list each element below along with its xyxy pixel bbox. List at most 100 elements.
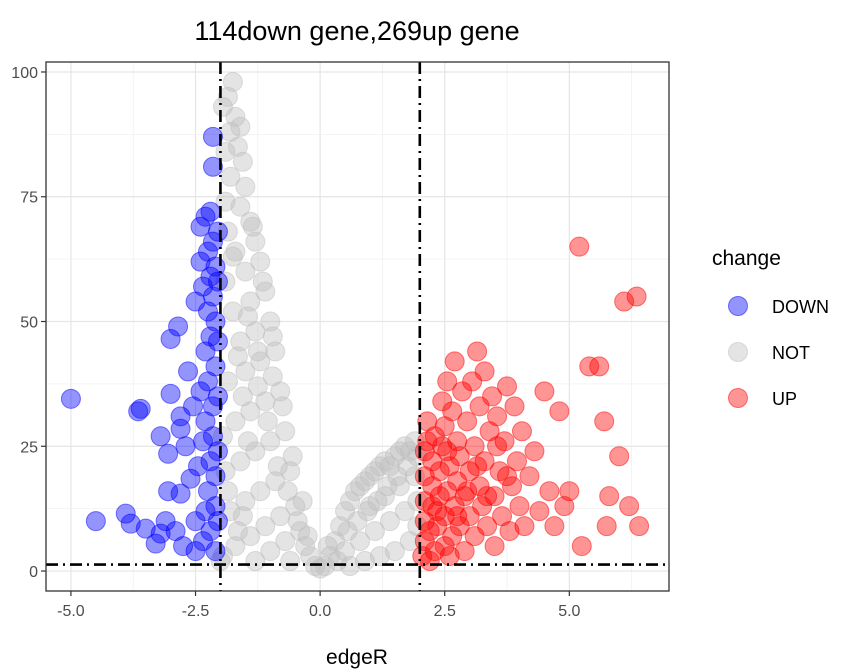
point-up	[497, 466, 518, 487]
x-tick-label: 5.0	[558, 603, 580, 620]
point-not	[240, 526, 261, 547]
point-not	[282, 446, 303, 467]
point-not	[255, 516, 276, 537]
point-not	[315, 556, 336, 577]
point-not	[247, 376, 268, 397]
y-tick-label: 75	[20, 190, 38, 207]
point-not	[232, 506, 253, 527]
point-not	[384, 541, 405, 562]
point-down	[200, 521, 221, 542]
point-down	[158, 481, 179, 502]
point-up	[424, 541, 445, 562]
point-down	[178, 361, 199, 382]
point-down	[160, 328, 181, 349]
point-up	[511, 421, 532, 442]
point-up	[457, 481, 478, 502]
point-down	[207, 221, 228, 242]
plot-panel-border	[45, 61, 670, 592]
point-not	[260, 431, 281, 452]
plot-panel-background	[46, 62, 669, 591]
point-up	[454, 541, 475, 562]
point-up	[502, 476, 523, 497]
point-not	[262, 366, 283, 387]
point-down	[200, 201, 221, 222]
point-up	[467, 341, 488, 362]
point-down	[85, 511, 106, 532]
point-not	[222, 246, 243, 267]
x-axis-title: edgeR	[326, 646, 388, 669]
point-down	[207, 331, 228, 352]
point-down	[202, 426, 223, 447]
point-up	[497, 376, 518, 397]
point-up	[589, 356, 610, 377]
point-up	[484, 536, 505, 557]
point-down	[185, 541, 206, 562]
point-not	[272, 396, 293, 417]
point-down	[160, 383, 181, 404]
point-down	[150, 523, 171, 544]
point-not	[260, 311, 281, 332]
point-down	[190, 251, 211, 272]
point-down	[202, 231, 223, 252]
point-down	[158, 443, 179, 464]
point-up	[442, 401, 463, 422]
point-down	[130, 398, 151, 419]
point-down	[202, 126, 223, 147]
point-not	[317, 536, 338, 557]
point-up	[412, 546, 433, 567]
point-down	[205, 356, 226, 377]
point-down	[200, 266, 221, 287]
point-down	[60, 388, 81, 409]
point-not	[230, 331, 251, 352]
point-up	[474, 361, 495, 382]
point-not	[240, 291, 261, 312]
point-not	[222, 301, 243, 322]
point-not	[265, 341, 286, 362]
y-tick-label: 0	[29, 564, 38, 581]
point-not	[217, 481, 238, 502]
chart-title: 114down gene,269up gene	[194, 16, 519, 46]
point-not	[287, 511, 308, 532]
point-not	[297, 526, 318, 547]
point-not	[242, 216, 263, 237]
point-not	[275, 531, 296, 552]
y-tick-label: 25	[20, 439, 38, 456]
point-not	[232, 151, 253, 172]
point-not	[379, 456, 400, 477]
point-up	[529, 501, 550, 522]
x-tick-label: 0.0	[309, 603, 331, 620]
point-up	[417, 431, 438, 452]
point-up	[484, 486, 505, 507]
point-not	[407, 491, 428, 512]
legend-key-not	[728, 342, 748, 362]
point-down	[202, 286, 223, 307]
point-not	[235, 491, 256, 512]
point-up	[619, 496, 640, 517]
point-not	[235, 261, 256, 282]
point-down	[202, 156, 223, 177]
point-up	[444, 351, 465, 372]
reference-lines	[46, 62, 669, 591]
point-not	[235, 176, 256, 197]
point-down	[207, 271, 228, 292]
point-not	[364, 521, 385, 542]
point-up	[544, 516, 565, 537]
point-up	[596, 516, 617, 537]
point-up	[447, 506, 468, 527]
point-down	[135, 518, 156, 539]
point-not	[379, 511, 400, 532]
axes: -5.0 -2.5 0.0 2.5 5.0 0 25 50 75 100	[11, 65, 580, 620]
legend-label-not: NOT	[772, 343, 810, 363]
x-tick-label: -5.0	[57, 603, 85, 620]
point-up	[474, 451, 495, 472]
point-up	[437, 441, 458, 462]
point-not	[252, 271, 273, 292]
point-up	[429, 486, 450, 507]
point-up	[549, 401, 570, 422]
point-up	[524, 441, 545, 462]
y-tick-label: 50	[20, 315, 38, 332]
point-down	[205, 311, 226, 332]
x-tick-label: -2.5	[182, 603, 210, 620]
point-not	[407, 446, 428, 467]
point-up	[464, 436, 485, 457]
